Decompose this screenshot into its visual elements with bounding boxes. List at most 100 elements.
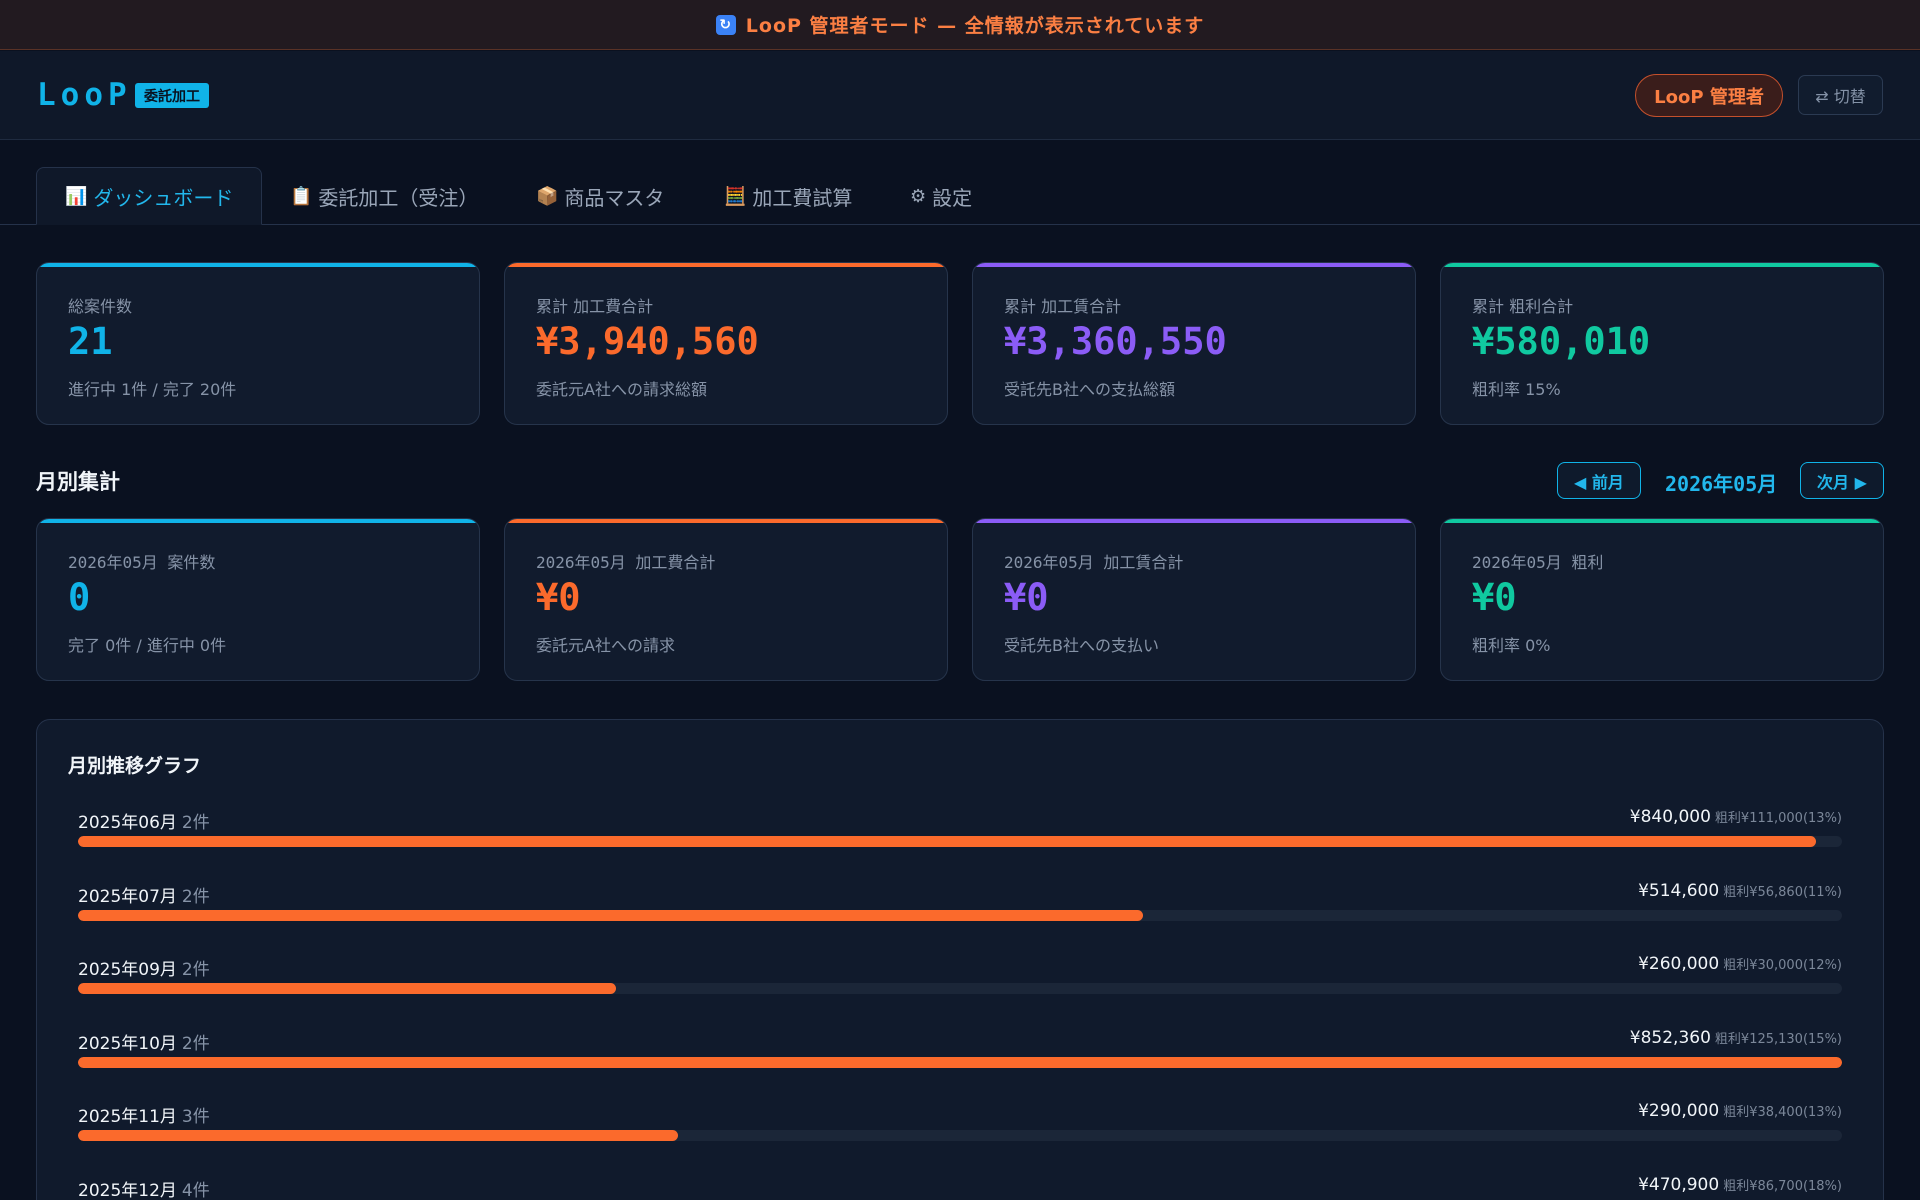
stat-sub: 粗利率 15% — [1472, 380, 1561, 399]
stat-sub: 委託元A社への請求 — [536, 636, 675, 655]
gear-icon: ⚙ — [910, 185, 927, 207]
chart-row-month: 2025年11月 3件 — [78, 1102, 210, 1127]
chart-row-month: 2025年07月 2件 — [78, 882, 210, 907]
bar-track — [78, 909, 1842, 921]
chart-row: 2025年12月 4件 ¥470,900 粗利¥86,700(18%) — [78, 1175, 1842, 1200]
case-count: 2件 — [181, 813, 210, 833]
chart-row-month: 2025年09月 2件 — [78, 955, 210, 980]
case-count: 2件 — [181, 1033, 210, 1054]
current-month-label: 2026年05月 — [1665, 472, 1778, 496]
stat-value: ¥3,940,560 — [536, 320, 759, 363]
stat-sub: 受託先B社への支払総額 — [1004, 380, 1175, 399]
banner-text: LooP 管理者モード — 全情報が表示されています — [745, 15, 1205, 37]
tab-cost-estimate[interactable]: 🧮 加工費試算 — [724, 167, 852, 225]
bar-track — [78, 1056, 1842, 1068]
stat-label: 総案件数 — [68, 297, 133, 316]
abacus-icon: 🧮 — [724, 185, 747, 207]
bar-track — [78, 983, 1842, 994]
month-label: 2025年10月 — [78, 1033, 177, 1054]
case-count: 3件 — [181, 1107, 210, 1127]
clipboard-icon: 📋 — [290, 185, 313, 207]
tab-label: 商品マスタ — [564, 185, 665, 210]
case-count: 2件 — [181, 960, 210, 980]
profit-label: 粗利¥56,860(11%) — [1723, 884, 1842, 900]
admin-role-button[interactable]: LooP 管理者 — [1635, 74, 1783, 117]
bar-track — [78, 836, 1842, 847]
stat-label: 2026年05月 加工賃合計 — [1004, 553, 1184, 572]
tab-orders[interactable]: 📋 委託加工（受注） — [290, 167, 478, 225]
chart-row-values: ¥470,900 粗利¥86,700(18%) — [1638, 1175, 1842, 1195]
month-label: 2025年07月 — [78, 886, 177, 907]
stat-value: 0 — [68, 576, 91, 619]
main-tabs: 📊 ダッシュボード 📋 委託加工（受注） 📦 商品マスタ 🧮 加工費試算 ⚙ 設… — [0, 141, 1920, 225]
tab-products[interactable]: 📦 商品マスタ — [536, 167, 664, 225]
bar-fill — [78, 1130, 679, 1141]
stat-card-total-processing-wage: 累計 加工賃合計 ¥3,360,550 受託先B社への支払総額 — [972, 262, 1416, 425]
stat-label: 2026年05月 案件数 — [68, 553, 216, 572]
amount-label: ¥470,900 — [1638, 1174, 1720, 1195]
profit-label: 粗利¥86,700(18%) — [1723, 1178, 1842, 1194]
switch-role-button[interactable]: ⇄ 切替 — [1798, 75, 1883, 115]
tab-label: 加工費試算 — [752, 185, 853, 210]
chart-row: 2025年07月 2件 ¥514,600 粗利¥56,860(11%) — [78, 881, 1842, 942]
case-count: 2件 — [181, 886, 210, 907]
app-logo[interactable]: LooP — [37, 77, 132, 113]
monthly-summary-title: 月別集計 — [36, 470, 120, 494]
prev-month-button[interactable]: ◀ 前月 — [1557, 462, 1641, 499]
bar-track — [78, 1130, 1842, 1141]
profit-label: 粗利¥111,000(13%) — [1714, 811, 1842, 826]
chart-row: 2025年11月 3件 ¥290,000 粗利¥38,400(13%) — [78, 1101, 1842, 1162]
chart-row-values: ¥840,000 粗利¥111,000(13%) — [1630, 807, 1842, 827]
stat-sub: 受託先B社への支払い — [1004, 636, 1159, 655]
stat-value: ¥580,010 — [1472, 320, 1651, 363]
stat-value: ¥0 — [1472, 576, 1517, 619]
app-header: LooP 委託加工 LooP 管理者 ⇄ 切替 — [0, 51, 1920, 140]
month-label: 2025年09月 — [78, 960, 177, 980]
stat-label: 2026年05月 加工費合計 — [536, 553, 716, 572]
chart-row: 2025年09月 2件 ¥260,000 粗利¥30,000(12%) — [78, 954, 1842, 1015]
month-label: 2025年12月 — [78, 1180, 177, 1200]
monthly-card-processing-fee: 2026年05月 加工費合計 ¥0 委託元A社への請求 — [504, 518, 948, 681]
monthly-card-processing-wage: 2026年05月 加工賃合計 ¥0 受託先B社への支払い — [972, 518, 1416, 681]
amount-label: ¥514,600 — [1638, 880, 1720, 901]
chart-row-month: 2025年10月 2件 — [78, 1029, 210, 1054]
monthly-card-gross-profit: 2026年05月 粗利 ¥0 粗利率 0% — [1440, 518, 1884, 681]
stat-value: ¥0 — [1004, 576, 1049, 619]
tab-settings[interactable]: ⚙ 設定 — [910, 167, 972, 225]
amount-label: ¥260,000 — [1638, 954, 1720, 974]
amount-label: ¥840,000 — [1629, 807, 1711, 827]
stat-card-total-cases: 総案件数 21 進行中 1件 / 完了 20件 — [36, 262, 480, 425]
tab-label: 委託加工（受注） — [318, 185, 479, 210]
bar-fill — [78, 836, 1817, 847]
profit-label: 粗利¥125,130(15%) — [1714, 1031, 1842, 1047]
bar-fill — [78, 909, 1143, 921]
chart-icon: 📊 — [65, 185, 88, 207]
chart-row-month: 2025年12月 4件 — [78, 1176, 210, 1200]
tab-label: 設定 — [932, 185, 973, 210]
chart-row-month: 2025年06月 2件 — [78, 808, 210, 833]
chart-row-values: ¥514,600 粗利¥56,860(11%) — [1638, 881, 1842, 901]
stat-label: 累計 加工費合計 — [536, 297, 654, 316]
chart-row-values: ¥260,000 粗利¥30,000(12%) — [1638, 954, 1842, 974]
profit-label: 粗利¥30,000(12%) — [1723, 958, 1842, 973]
stat-card-total-processing-fee: 累計 加工費合計 ¥3,940,560 委託元A社への請求総額 — [504, 262, 948, 425]
next-month-button[interactable]: 次月 ▶ — [1800, 462, 1884, 499]
stat-sub: 進行中 1件 / 完了 20件 — [68, 380, 237, 399]
stat-label: 2026年05月 粗利 — [1472, 553, 1604, 572]
stat-label: 累計 加工賃合計 — [1004, 297, 1122, 316]
chart-row-values: ¥290,000 粗利¥38,400(13%) — [1638, 1101, 1842, 1121]
package-icon: 📦 — [536, 185, 559, 207]
amount-label: ¥852,360 — [1629, 1027, 1711, 1048]
stat-sub: 委託元A社への請求総額 — [536, 380, 707, 399]
month-label: 2025年06月 — [78, 813, 177, 833]
tab-dashboard[interactable]: 📊 ダッシュボード — [36, 167, 263, 225]
case-count: 4件 — [181, 1180, 210, 1200]
chart-row: 2025年06月 2件 ¥840,000 粗利¥111,000(13%) — [78, 807, 1842, 868]
admin-mode-banner: ↻ LooP 管理者モード — 全情報が表示されています — [0, 0, 1920, 50]
stat-sub: 粗利率 0% — [1472, 636, 1551, 655]
stat-value: ¥3,360,550 — [1004, 320, 1227, 363]
chart-row: 2025年10月 2件 ¥852,360 粗利¥125,130(15%) — [78, 1027, 1842, 1089]
monthly-trend-chart: 月別推移グラフ 2025年06月 2件 ¥840,000 粗利¥111,000(13%… — [36, 719, 1884, 1200]
profit-label: 粗利¥38,400(13%) — [1723, 1105, 1842, 1120]
stat-label: 累計 粗利合計 — [1472, 297, 1574, 316]
